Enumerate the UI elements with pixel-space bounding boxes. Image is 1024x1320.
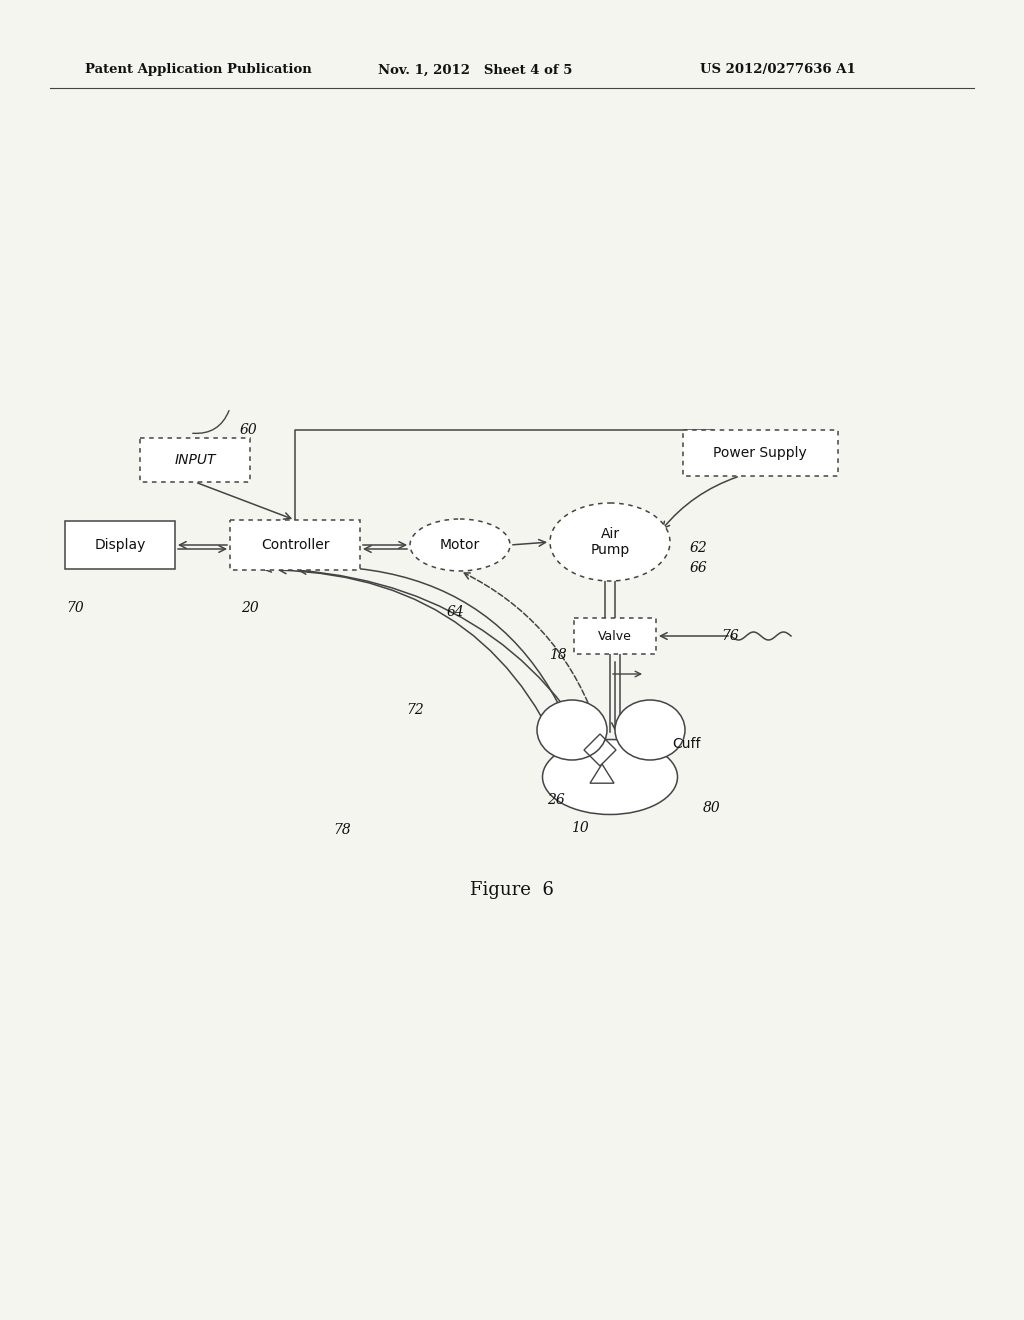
Text: 66: 66 xyxy=(689,561,707,576)
Text: 26: 26 xyxy=(547,793,565,807)
Bar xyxy=(574,618,656,653)
Ellipse shape xyxy=(537,700,607,760)
Text: 64: 64 xyxy=(446,605,464,619)
Bar xyxy=(683,430,838,477)
Ellipse shape xyxy=(410,519,510,572)
Text: 60: 60 xyxy=(240,422,257,437)
Text: 70: 70 xyxy=(67,601,84,615)
Text: 78: 78 xyxy=(333,822,351,837)
Text: 80: 80 xyxy=(703,801,721,814)
Text: Air
Pump: Air Pump xyxy=(591,527,630,557)
Text: 10: 10 xyxy=(571,821,589,836)
Text: Nov. 1, 2012   Sheet 4 of 5: Nov. 1, 2012 Sheet 4 of 5 xyxy=(378,63,572,77)
Text: Controller: Controller xyxy=(261,539,330,552)
Bar xyxy=(65,521,175,569)
Text: US 2012/0277636 A1: US 2012/0277636 A1 xyxy=(700,63,856,77)
Text: Patent Application Publication: Patent Application Publication xyxy=(85,63,311,77)
Text: Display: Display xyxy=(94,539,145,552)
Text: 18: 18 xyxy=(549,648,567,663)
Ellipse shape xyxy=(550,503,670,581)
Text: Figure  6: Figure 6 xyxy=(470,880,554,899)
Ellipse shape xyxy=(615,700,685,760)
Ellipse shape xyxy=(543,739,678,814)
Bar xyxy=(230,520,360,570)
Text: 72: 72 xyxy=(407,704,424,717)
Text: INPUT: INPUT xyxy=(174,453,216,467)
Text: 76: 76 xyxy=(721,630,739,643)
Text: 20: 20 xyxy=(241,601,259,615)
Text: Power Supply: Power Supply xyxy=(713,446,807,459)
Text: Cuff: Cuff xyxy=(672,737,700,751)
Text: Motor: Motor xyxy=(440,539,480,552)
Text: 62: 62 xyxy=(689,541,707,554)
Text: Valve: Valve xyxy=(598,630,632,643)
Bar xyxy=(140,438,250,482)
